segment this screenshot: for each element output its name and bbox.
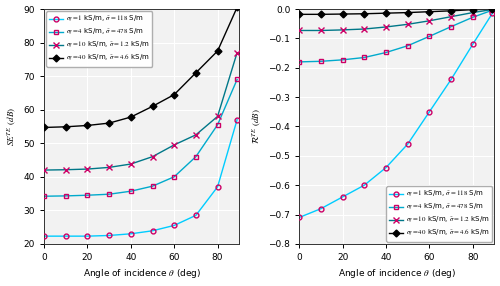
Legend: $\sigma_f = 1$ kS/m, $\tilde{\sigma} = 118$ S/m, $\sigma_f = 4$ kS/m, $\tilde{\s: $\sigma_f = 1$ kS/m, $\tilde{\sigma} = 1… <box>386 186 492 242</box>
Y-axis label: $\mathcal{R}^{TE}$ $(dB)$: $\mathcal{R}^{TE}$ $(dB)$ <box>250 108 263 144</box>
Y-axis label: $SE^{TE}$ $(dB)$: $SE^{TE}$ $(dB)$ <box>6 107 18 146</box>
X-axis label: Angle of incidence $\theta$ (deg): Angle of incidence $\theta$ (deg) <box>82 267 201 281</box>
X-axis label: Angle of incidence $\theta$ (deg): Angle of incidence $\theta$ (deg) <box>338 267 456 281</box>
Legend: $\sigma_f = 1$ kS/m, $\tilde{\sigma} = 118$ S/m, $\sigma_f = 4$ kS/m, $\tilde{\s: $\sigma_f = 1$ kS/m, $\tilde{\sigma} = 1… <box>46 11 152 67</box>
